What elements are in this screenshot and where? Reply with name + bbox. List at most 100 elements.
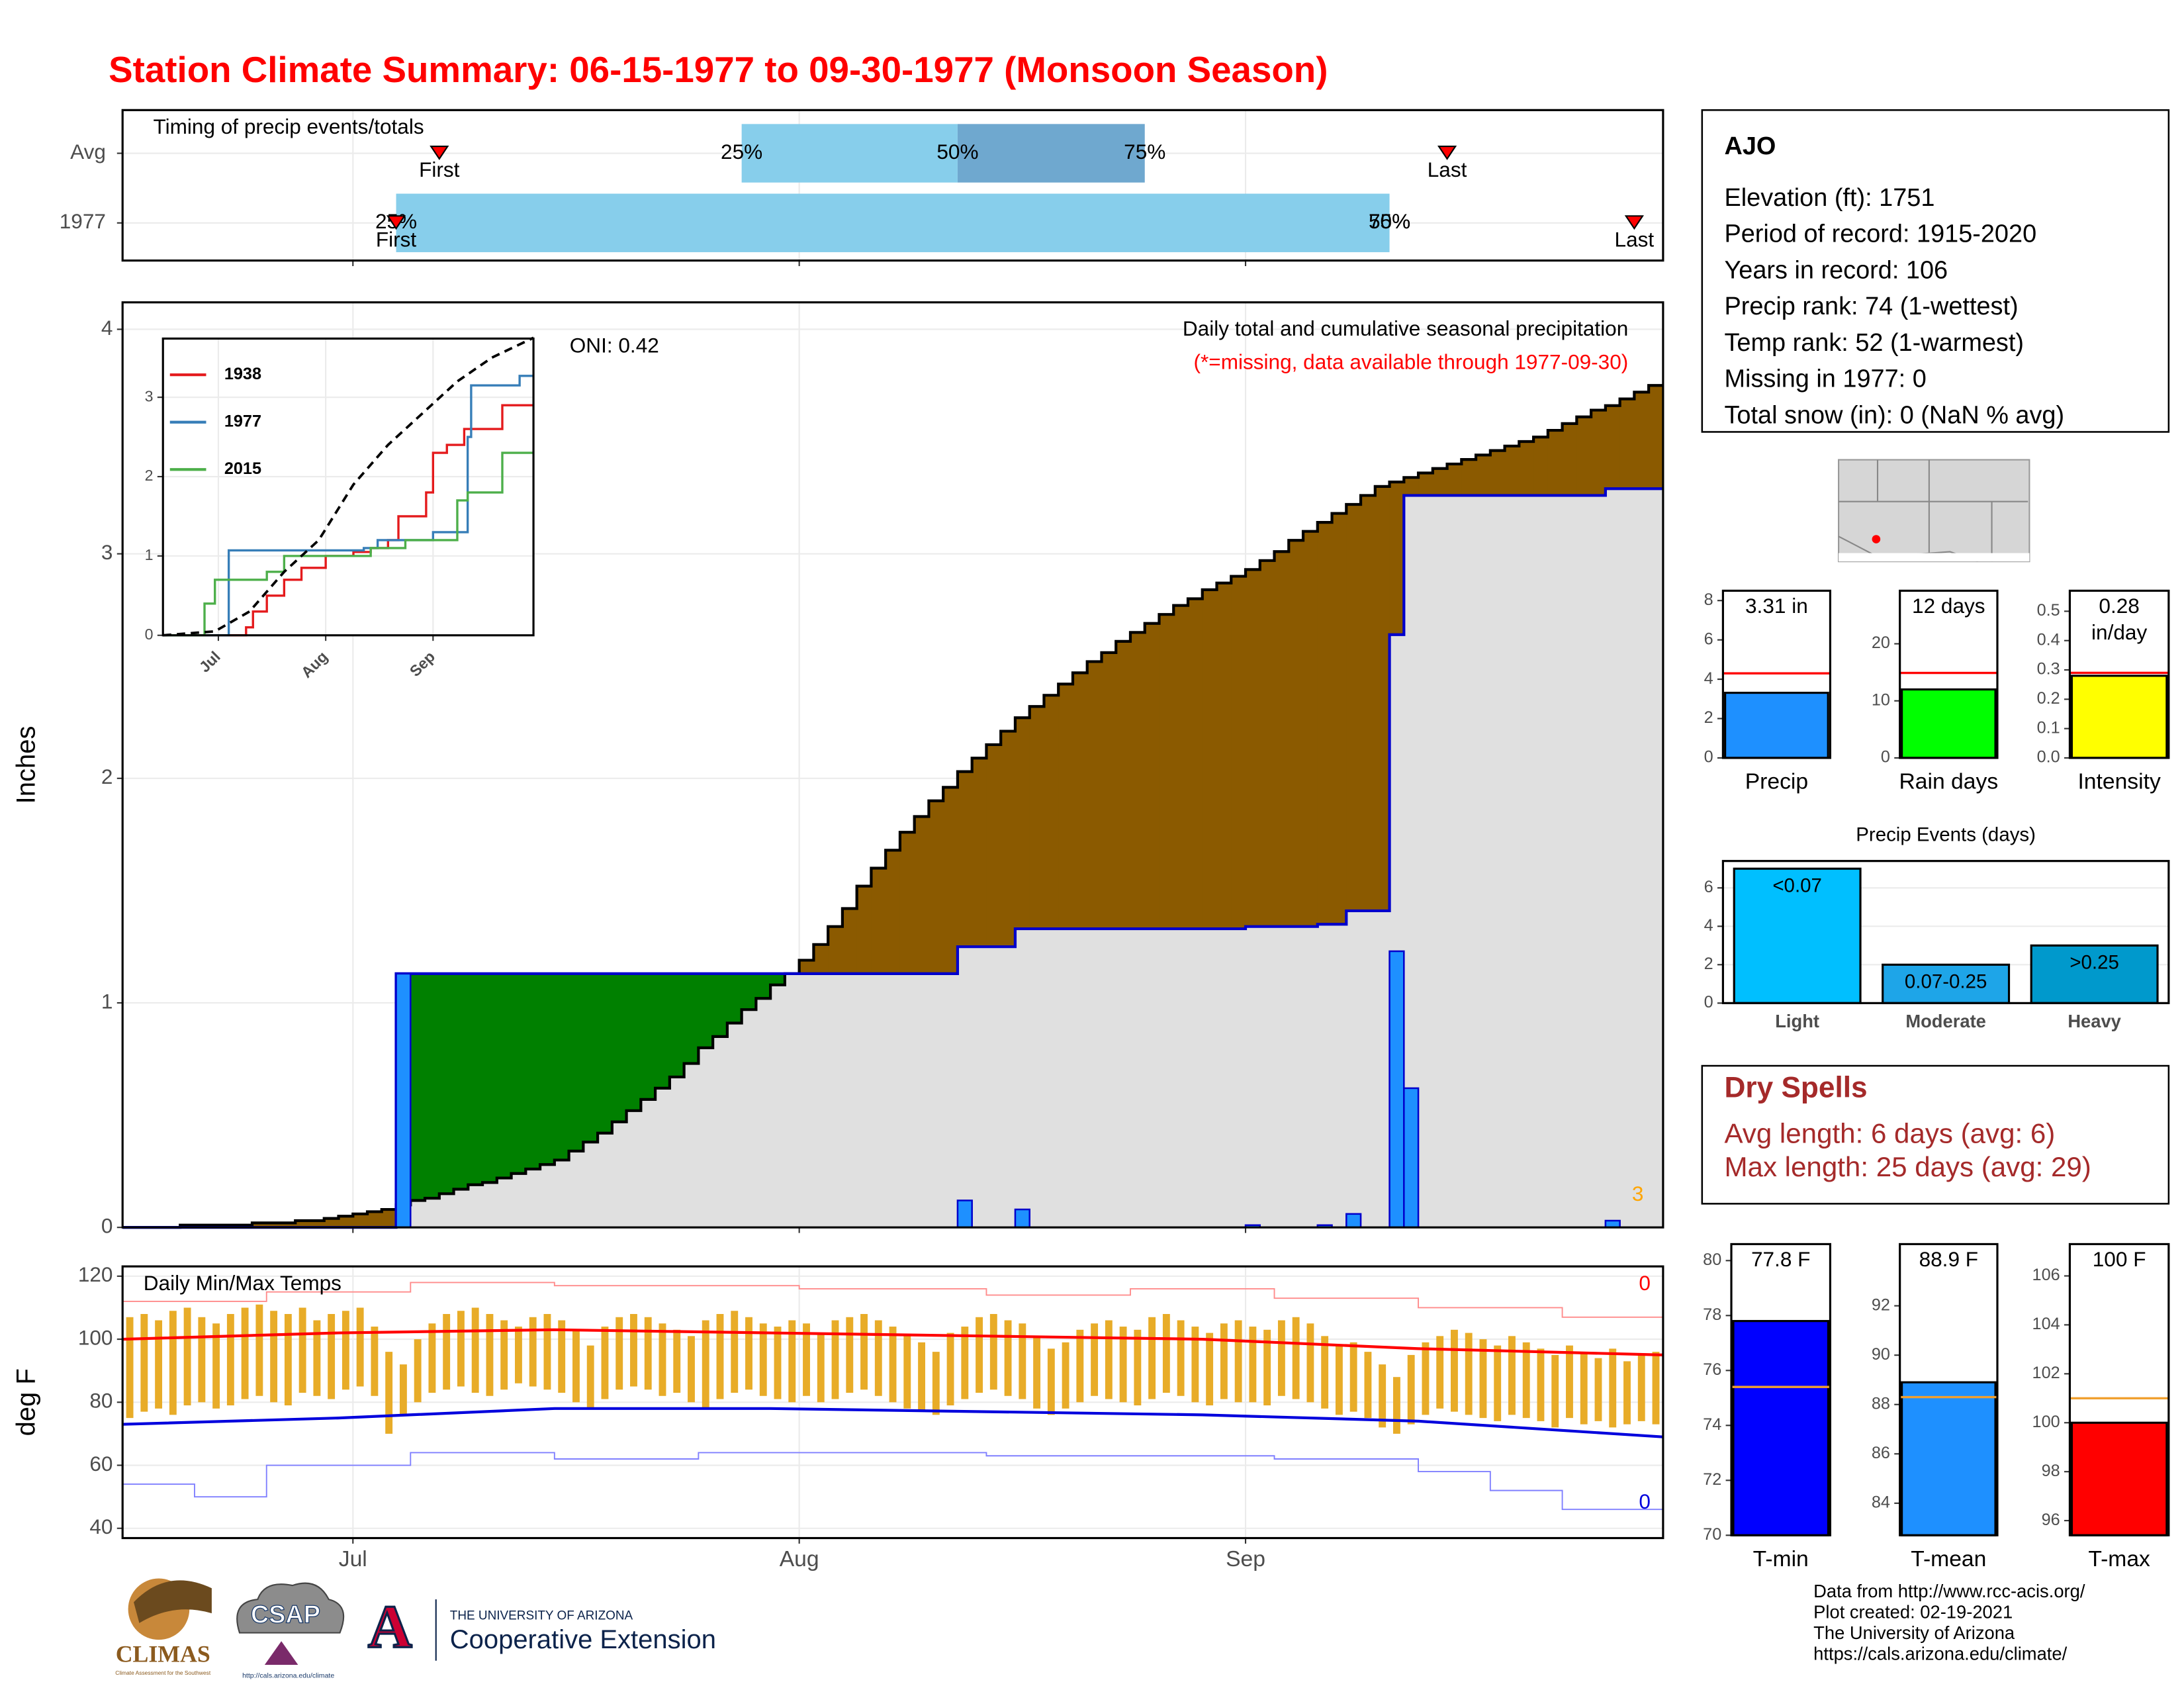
- y-tick-label: 0: [1704, 748, 1713, 767]
- temp-bar: [515, 1327, 522, 1383]
- difference-fill: [1634, 392, 1649, 489]
- chart-title: Daily Min/Max Temps: [144, 1271, 341, 1295]
- category-label: Rain days: [1899, 770, 1998, 794]
- temp-bar: [601, 1327, 609, 1399]
- difference-fill: [713, 973, 728, 1037]
- category-label: Heavy: [2068, 1011, 2121, 1031]
- cumulative-fill: [655, 1088, 670, 1228]
- panel-border: [121, 109, 1664, 262]
- y-tick-label: 100: [2032, 1413, 2060, 1431]
- difference-fill: [770, 973, 786, 985]
- panel-border: [1899, 589, 1999, 759]
- y-tick-label: 2: [1704, 708, 1713, 727]
- difference-fill: [1461, 459, 1477, 496]
- temp-bar: [1580, 1352, 1588, 1425]
- y-tick-label: 4: [101, 316, 113, 340]
- category-label: Moderate: [1905, 1011, 1986, 1031]
- cumulative-fill: [612, 1121, 627, 1228]
- y-tick-label: 86: [1872, 1444, 1890, 1462]
- station-dot: [1872, 535, 1881, 543]
- page-title: Station Climate Summary: 06-15-1977 to 0…: [109, 49, 1328, 90]
- difference-fill: [914, 816, 930, 974]
- temp-bar: [961, 1327, 969, 1399]
- map-sea: [1839, 553, 2030, 562]
- temp-bar: [659, 1323, 666, 1396]
- difference-fill: [871, 868, 887, 974]
- temp-bar: [226, 1314, 234, 1406]
- csap-url: http://cals.arizona.edu/climate: [242, 1672, 334, 1680]
- difference-fill: [381, 1209, 397, 1228]
- cumulative-fill: [1274, 926, 1290, 1228]
- daily-bar: [956, 1199, 973, 1229]
- temp-bar: [356, 1307, 364, 1387]
- event-marker: [430, 145, 449, 160]
- marker-label: Last: [1615, 227, 1655, 251]
- temp-bar: [1321, 1336, 1329, 1409]
- cumulative-fill: [1087, 929, 1103, 1228]
- cumulative-fill: [511, 1173, 527, 1228]
- cumulative-fill: [1418, 495, 1433, 1228]
- value-label: 100 F: [2092, 1248, 2146, 1272]
- temp-bar: [1637, 1354, 1645, 1421]
- cumulative-fill: [1447, 495, 1463, 1228]
- temp-bar: [1249, 1327, 1257, 1403]
- y-tick-label: 0: [145, 626, 154, 643]
- bar: [1732, 1320, 1830, 1536]
- temp-bar: [630, 1314, 637, 1387]
- marker-label: Last: [1428, 158, 1467, 181]
- row-label: Avg: [70, 140, 106, 164]
- cumulative-fill: [1159, 929, 1175, 1228]
- temp-bar: [1623, 1361, 1631, 1425]
- y-tick-label: 4: [1704, 916, 1713, 935]
- y-tick-label: 0: [1881, 748, 1890, 767]
- difference-fill: [986, 744, 1002, 947]
- record-line: [122, 1282, 1664, 1321]
- difference-fill: [1015, 718, 1030, 929]
- cumulative-fill: [1576, 495, 1592, 1228]
- value-label: 0.28 in/day: [2091, 594, 2148, 645]
- difference-fill: [799, 960, 815, 974]
- y-tick-label: 92: [1872, 1295, 1890, 1314]
- cumulative-fill: [482, 1182, 498, 1228]
- difference-fill: [338, 1216, 354, 1228]
- cumulative-fill: [1634, 489, 1649, 1228]
- difference-fill: [281, 1223, 296, 1228]
- category-label: T-mean: [1911, 1547, 1986, 1571]
- temp-bar: [457, 1311, 465, 1387]
- temp-bar: [284, 1314, 292, 1406]
- csap-mountain: [264, 1641, 298, 1665]
- temp-bar: [1335, 1345, 1343, 1415]
- cumulative-fill: [540, 1164, 555, 1228]
- difference-fill: [1605, 405, 1621, 489]
- value-label: 88.9 F: [1919, 1248, 1979, 1272]
- y-tick-label: 1: [101, 989, 113, 1013]
- temp-bar: [140, 1314, 148, 1412]
- series-line: [163, 451, 534, 637]
- temp-bar: [1465, 1333, 1473, 1415]
- cumulative-fill: [1547, 495, 1563, 1228]
- category-label: Precip: [1745, 770, 1808, 794]
- chart-title: Precip Events (days): [1856, 824, 2036, 846]
- difference-fill: [1231, 576, 1246, 929]
- temp-bar: [1162, 1314, 1170, 1393]
- station-line: Years in record: 106: [1724, 256, 1948, 284]
- temp-bar: [1191, 1327, 1199, 1403]
- temp-bar: [586, 1345, 594, 1409]
- y-tick-label: 2: [1704, 955, 1713, 973]
- cumulative-fill: [770, 984, 786, 1228]
- y-tick-label: 76: [1703, 1360, 1721, 1379]
- cumulative-fill: [813, 973, 829, 1228]
- cumulative-fill: [886, 973, 901, 1228]
- cumulative-fill: [713, 1036, 728, 1228]
- difference-fill: [1361, 495, 1376, 911]
- y-tick-label: 102: [2032, 1364, 2060, 1382]
- temp-bar: [558, 1320, 566, 1393]
- difference-fill: [1649, 385, 1664, 489]
- y-tick-label: 74: [1703, 1415, 1721, 1434]
- quartile-bar: [741, 124, 958, 183]
- cumulative-fill: [525, 1168, 541, 1228]
- difference-fill: [1101, 652, 1117, 929]
- y-tick-label: 6: [1704, 878, 1713, 896]
- cumulative-fill: [1231, 929, 1246, 1228]
- difference-fill: [1533, 437, 1549, 496]
